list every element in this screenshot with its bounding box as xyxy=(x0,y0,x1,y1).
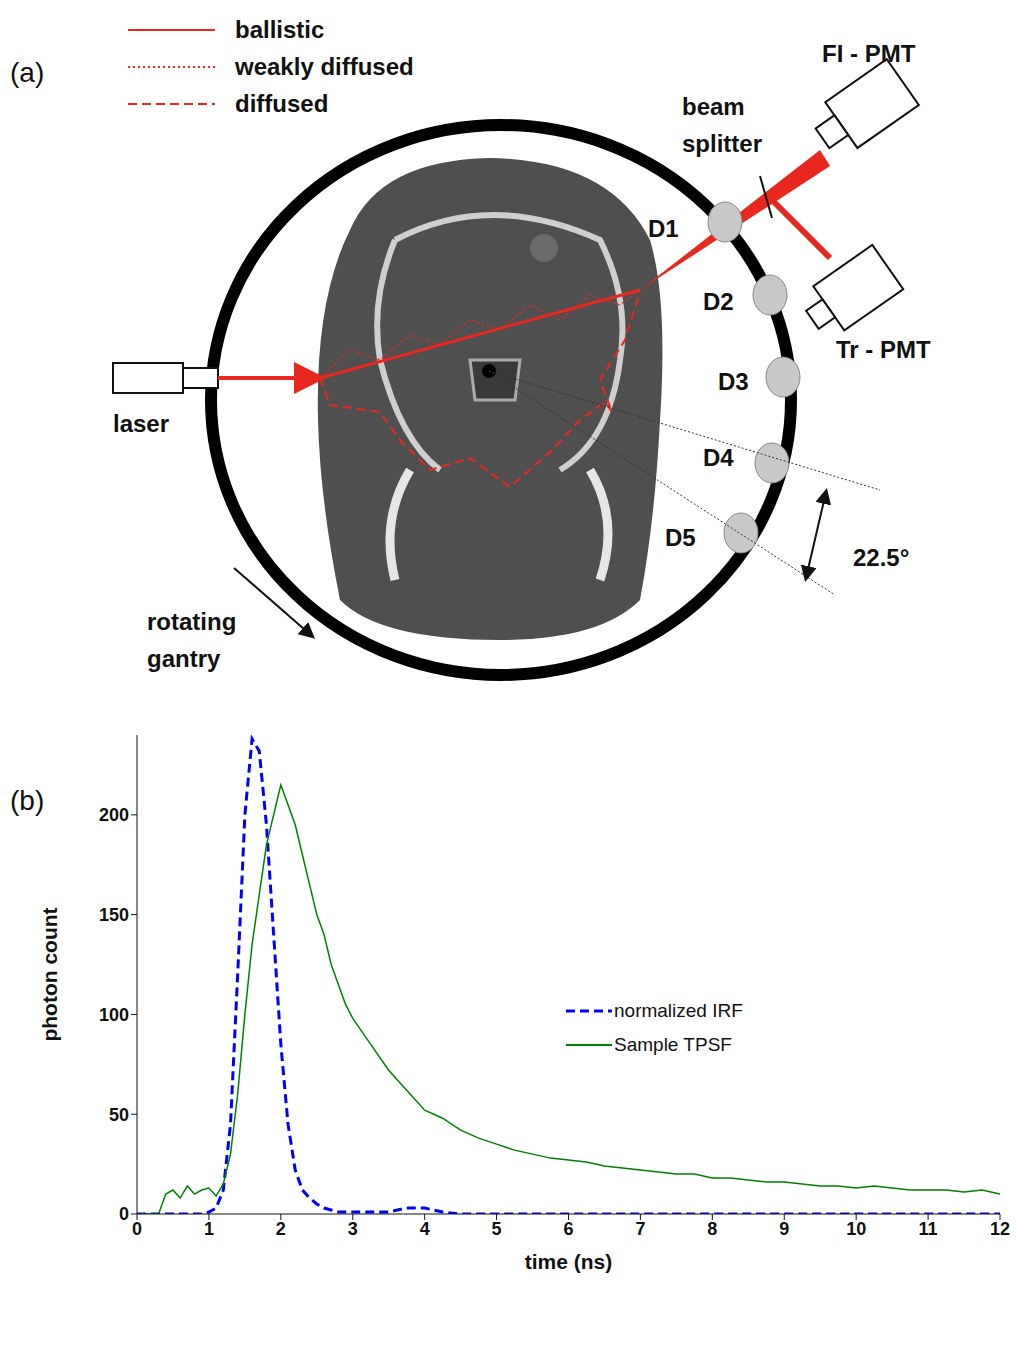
svg-text:time (ns): time (ns) xyxy=(525,1250,613,1273)
svg-text:0: 0 xyxy=(119,1204,129,1224)
svg-text:beam: beam xyxy=(682,93,745,120)
svg-text:0: 0 xyxy=(132,1219,142,1239)
svg-text:rotating: rotating xyxy=(147,608,236,635)
svg-text:laser: laser xyxy=(113,410,169,437)
svg-text:100: 100 xyxy=(99,1005,129,1025)
svg-text:D5: D5 xyxy=(665,524,696,551)
html-text:Sample TPSF: Sample TPSF xyxy=(614,1034,732,1055)
svg-text:11: 11 xyxy=(919,1219,938,1239)
html-text:(b): (b) xyxy=(10,785,45,816)
svg-text:diffused: diffused xyxy=(235,90,328,117)
svg-text:9: 9 xyxy=(779,1219,789,1239)
svg-text:8: 8 xyxy=(707,1219,717,1239)
svg-text:ballistic: ballistic xyxy=(235,16,324,43)
svg-text:4: 4 xyxy=(420,1219,430,1239)
svg-text:photon count: photon count xyxy=(38,907,61,1041)
svg-text:6: 6 xyxy=(563,1219,573,1239)
svg-text:gantry: gantry xyxy=(147,645,221,672)
svg-text:splitter: splitter xyxy=(682,130,762,157)
svg-text:(a): (a) xyxy=(10,57,44,88)
svg-text:weakly diffused: weakly diffused xyxy=(234,53,414,80)
svg-text:12: 12 xyxy=(990,1219,1010,1239)
svg-text:50: 50 xyxy=(109,1105,129,1125)
svg-text:D3: D3 xyxy=(718,368,749,395)
svg-text:5: 5 xyxy=(492,1219,502,1239)
svg-text:7: 7 xyxy=(635,1219,645,1239)
svg-text:FI - PMT: FI - PMT xyxy=(822,40,916,67)
svg-text:200: 200 xyxy=(99,805,129,825)
svg-text:10: 10 xyxy=(846,1219,866,1239)
svg-text:D2: D2 xyxy=(703,288,734,315)
svg-text:2: 2 xyxy=(276,1219,286,1239)
svg-text:Tr - PMT: Tr - PMT xyxy=(836,336,931,363)
svg-text:150: 150 xyxy=(99,905,129,925)
html-text:normalized IRF: normalized IRF xyxy=(614,1000,743,1021)
svg-text:3: 3 xyxy=(348,1219,358,1239)
svg-text:1: 1 xyxy=(204,1219,214,1239)
svg-text:22.5°: 22.5° xyxy=(853,544,909,571)
svg-text:D1: D1 xyxy=(648,215,679,242)
svg-text:D4: D4 xyxy=(703,444,734,471)
